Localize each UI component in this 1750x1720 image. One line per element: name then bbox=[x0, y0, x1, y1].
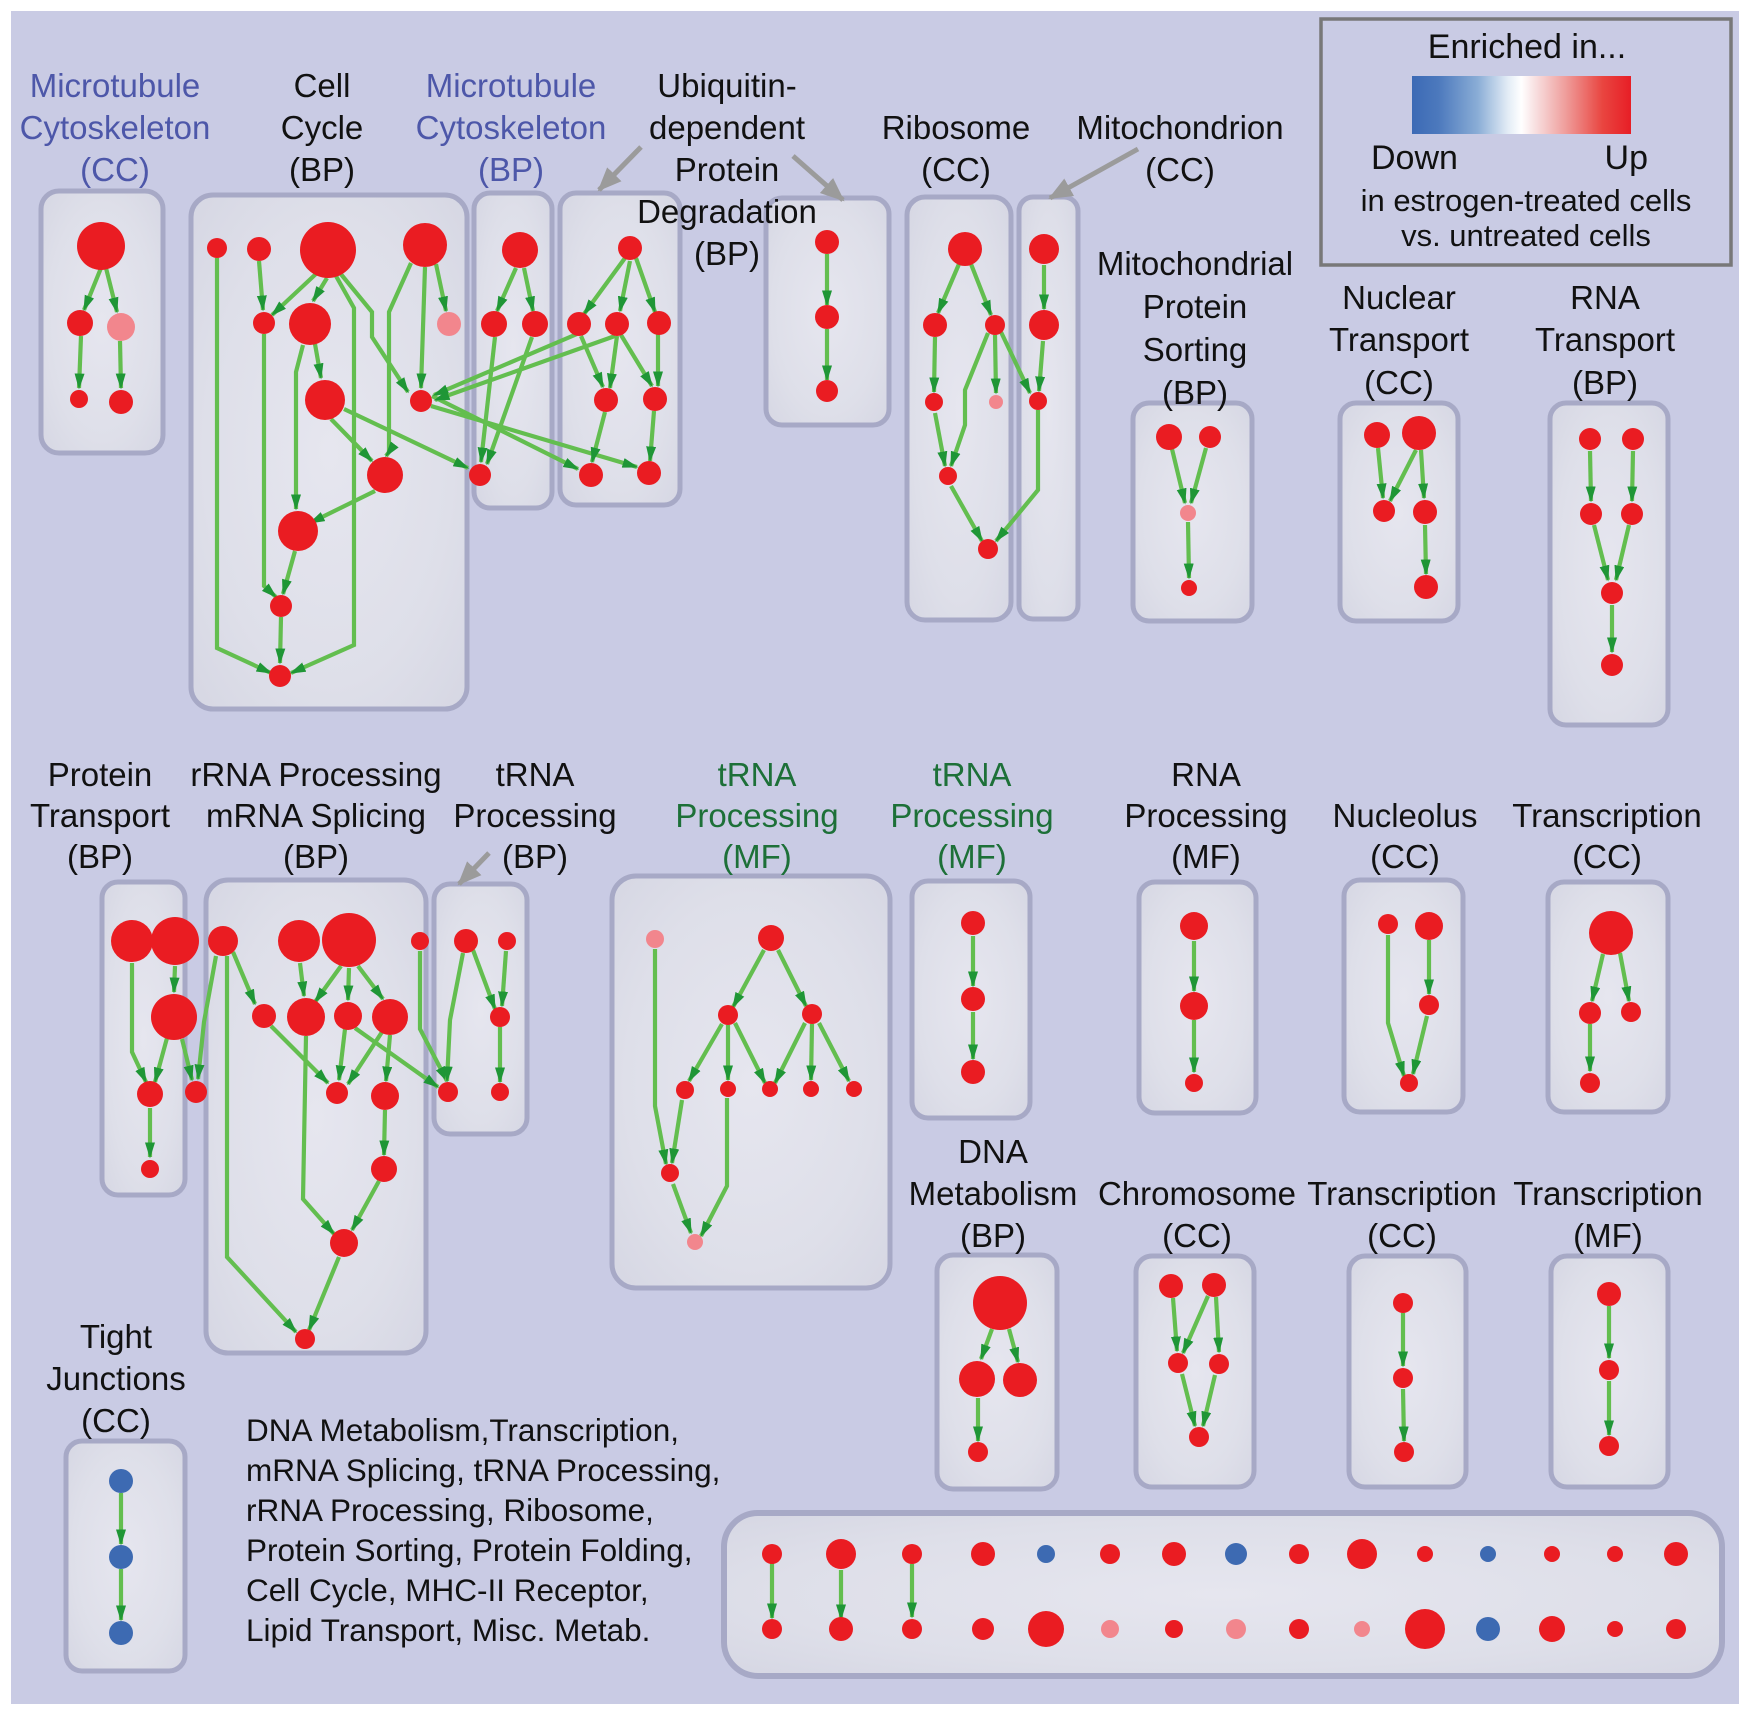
svg-text:Transcription: Transcription bbox=[1512, 797, 1702, 834]
svg-text:mRNA Splicing: mRNA Splicing bbox=[206, 797, 426, 834]
svg-text:Cycle: Cycle bbox=[281, 109, 364, 146]
svg-text:Ribosome: Ribosome bbox=[882, 109, 1031, 146]
svg-text:Metabolism: Metabolism bbox=[909, 1175, 1078, 1212]
svg-text:rRNA Processing, Ribosome,: rRNA Processing, Ribosome, bbox=[246, 1492, 654, 1528]
svg-text:Junctions: Junctions bbox=[46, 1360, 185, 1397]
svg-text:DNA Metabolism,Transcription,: DNA Metabolism,Transcription, bbox=[246, 1412, 679, 1448]
svg-text:Processing: Processing bbox=[675, 797, 838, 834]
svg-text:Processing: Processing bbox=[890, 797, 1053, 834]
svg-text:Degradation: Degradation bbox=[637, 193, 817, 230]
svg-text:Nuclear: Nuclear bbox=[1342, 279, 1456, 316]
svg-text:(MF): (MF) bbox=[937, 838, 1007, 875]
svg-text:Mitochondrion: Mitochondrion bbox=[1076, 109, 1283, 146]
svg-text:RNA: RNA bbox=[1171, 756, 1241, 793]
svg-text:(CC): (CC) bbox=[1145, 151, 1215, 188]
svg-text:Protein Sorting, Protein Foldi: Protein Sorting, Protein Folding, bbox=[246, 1532, 693, 1568]
svg-text:(CC): (CC) bbox=[921, 151, 991, 188]
svg-text:Cytoskeleton: Cytoskeleton bbox=[416, 109, 607, 146]
svg-text:(CC): (CC) bbox=[1364, 364, 1434, 401]
svg-text:(CC): (CC) bbox=[80, 151, 150, 188]
svg-text:Transcription: Transcription bbox=[1513, 1175, 1703, 1212]
svg-text:Ubiquitin-: Ubiquitin- bbox=[657, 67, 796, 104]
svg-text:(CC): (CC) bbox=[81, 1402, 151, 1439]
svg-text:Protein: Protein bbox=[1143, 288, 1248, 325]
svg-text:dependent: dependent bbox=[649, 109, 805, 146]
svg-text:Cell: Cell bbox=[294, 67, 351, 104]
svg-text:in estrogen-treated cells: in estrogen-treated cells bbox=[1361, 183, 1692, 218]
svg-text:(CC): (CC) bbox=[1572, 838, 1642, 875]
svg-text:(MF): (MF) bbox=[722, 838, 792, 875]
svg-text:Cytoskeleton: Cytoskeleton bbox=[20, 109, 211, 146]
svg-text:RNA: RNA bbox=[1570, 279, 1640, 316]
svg-text:Protein: Protein bbox=[675, 151, 780, 188]
svg-text:(BP): (BP) bbox=[502, 838, 568, 875]
svg-text:Microtubule: Microtubule bbox=[30, 67, 201, 104]
svg-text:Processing: Processing bbox=[453, 797, 616, 834]
svg-text:(CC): (CC) bbox=[1162, 1217, 1232, 1254]
svg-text:Cell Cycle, MHC-II Receptor,: Cell Cycle, MHC-II Receptor, bbox=[246, 1572, 649, 1608]
svg-text:Transport: Transport bbox=[30, 797, 170, 834]
svg-text:(BP): (BP) bbox=[283, 838, 349, 875]
svg-text:Up: Up bbox=[1605, 139, 1648, 177]
svg-text:Down: Down bbox=[1371, 139, 1458, 177]
svg-text:Sorting: Sorting bbox=[1143, 331, 1248, 368]
svg-text:DNA: DNA bbox=[958, 1133, 1028, 1170]
svg-text:Mitochondrial: Mitochondrial bbox=[1097, 245, 1293, 282]
svg-text:Tight: Tight bbox=[80, 1318, 152, 1355]
svg-text:(BP): (BP) bbox=[960, 1217, 1026, 1254]
svg-text:(BP): (BP) bbox=[694, 235, 760, 272]
svg-text:Transcription: Transcription bbox=[1307, 1175, 1497, 1212]
svg-text:(BP): (BP) bbox=[1572, 364, 1638, 401]
svg-text:Transport: Transport bbox=[1329, 321, 1469, 358]
svg-text:(CC): (CC) bbox=[1370, 838, 1440, 875]
svg-text:Enriched in...: Enriched in... bbox=[1428, 28, 1626, 66]
svg-text:vs. untreated cells: vs. untreated cells bbox=[1401, 218, 1651, 253]
svg-text:(BP): (BP) bbox=[1162, 374, 1228, 411]
svg-text:Lipid Transport, Misc. Metab.: Lipid Transport, Misc. Metab. bbox=[246, 1612, 650, 1648]
svg-text:rRNA Processing: rRNA Processing bbox=[190, 756, 441, 793]
svg-text:(BP): (BP) bbox=[67, 838, 133, 875]
svg-text:Nucleolus: Nucleolus bbox=[1333, 797, 1478, 834]
svg-text:tRNA: tRNA bbox=[933, 756, 1012, 793]
svg-text:Processing: Processing bbox=[1124, 797, 1287, 834]
svg-text:Transport: Transport bbox=[1535, 321, 1675, 358]
svg-text:Chromosome: Chromosome bbox=[1098, 1175, 1296, 1212]
svg-text:tRNA: tRNA bbox=[496, 756, 575, 793]
svg-text:(BP): (BP) bbox=[478, 151, 544, 188]
svg-text:(MF): (MF) bbox=[1171, 838, 1241, 875]
svg-text:tRNA: tRNA bbox=[718, 756, 797, 793]
svg-text:Protein: Protein bbox=[48, 756, 153, 793]
svg-text:(CC): (CC) bbox=[1367, 1217, 1437, 1254]
svg-text:mRNA Splicing, tRNA Processing: mRNA Splicing, tRNA Processing, bbox=[246, 1452, 720, 1488]
svg-text:(MF): (MF) bbox=[1573, 1217, 1643, 1254]
svg-text:(BP): (BP) bbox=[289, 151, 355, 188]
svg-text:Microtubule: Microtubule bbox=[426, 67, 597, 104]
